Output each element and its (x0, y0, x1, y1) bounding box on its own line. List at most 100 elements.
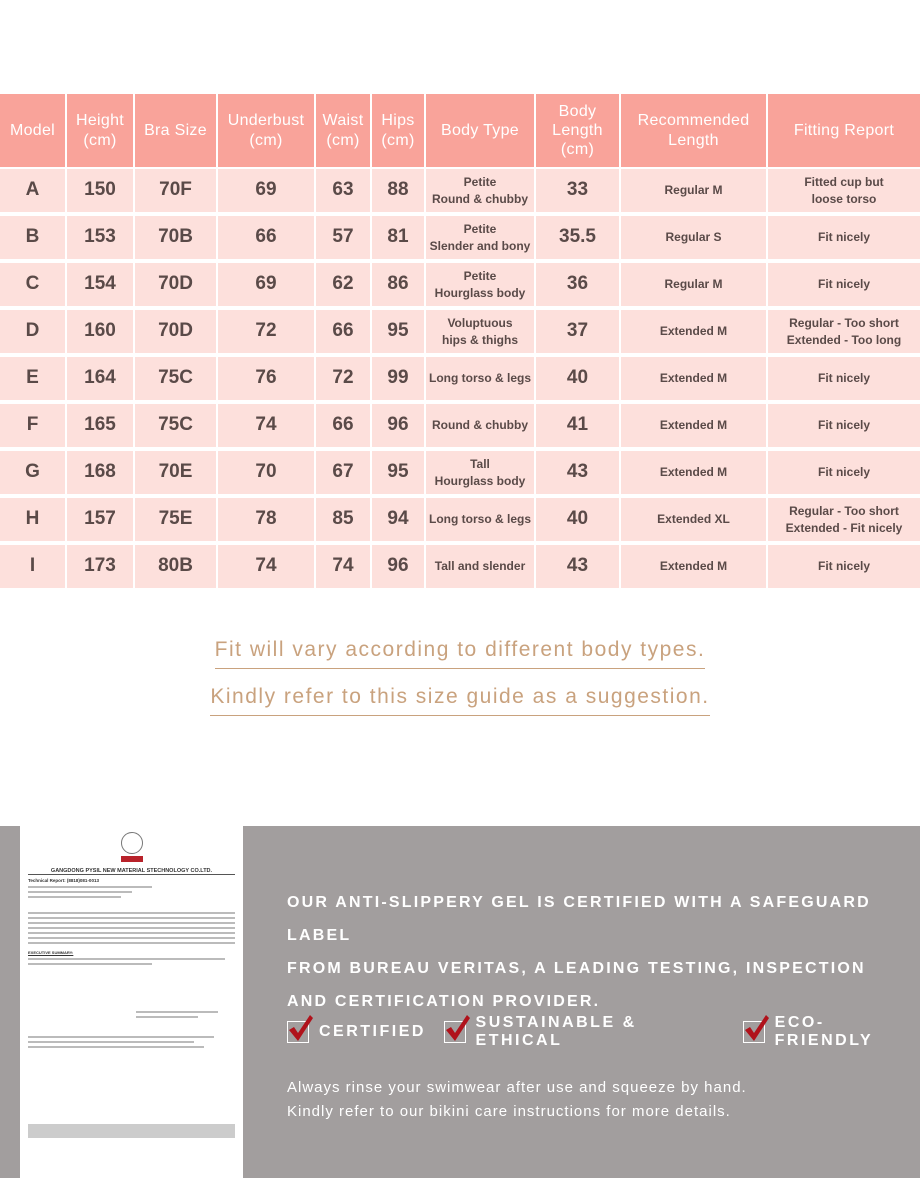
table-cell: 69 (218, 263, 314, 306)
table-cell: Fitted cup but loose torso (768, 169, 920, 212)
bureau-veritas-seal-icon (121, 832, 143, 854)
table-cell: Petite Hourglass body (426, 263, 534, 306)
table-row: A 150 70F 69 63 88 Petite Round & chubby 33 Regu… (0, 169, 920, 216)
column-header: Underbust (cm) (218, 94, 314, 167)
table-cell: 165 (67, 404, 133, 447)
table-cell: 66 (316, 310, 370, 353)
table-cell: Regular M (621, 169, 766, 212)
table-cell: 81 (372, 216, 424, 259)
table-row: C 154 70D 69 62 86 Petite Hourglass body 36 Regu… (0, 263, 920, 310)
table-cell: 66 (316, 404, 370, 447)
certificate-report: Technical Report: (8818)081-0013 (28, 878, 99, 883)
table-cell: 33 (536, 169, 619, 212)
table-cell: 43 (536, 545, 619, 588)
table-cell: 43 (536, 451, 619, 494)
table-cell: 95 (372, 451, 424, 494)
table-cell: G (0, 451, 65, 494)
column-header: Recommended Length (621, 94, 766, 167)
table-cell: Petite Slender and bony (426, 216, 534, 259)
table-cell: 40 (536, 498, 619, 541)
note-suggestion: Kindly refer to this size guide as a sug… (0, 685, 920, 716)
table-cell: 66 (218, 216, 314, 259)
table-cell: 164 (67, 357, 133, 400)
table-cell: 75C (135, 404, 216, 447)
table-cell: 154 (67, 263, 133, 306)
badge: CERTIFIED (287, 1014, 426, 1050)
table-cell: 67 (316, 451, 370, 494)
badges: CERTIFIED SUSTAINABLE & ETHICAL ECO-FRIEND… (287, 1014, 920, 1050)
cert-line: OUR ANTI-SLIPPERY GEL IS CERTIFIED WITH … (287, 894, 871, 944)
table-cell: 88 (372, 169, 424, 212)
column-header: Body Type (426, 94, 534, 167)
table-cell: Long torso & legs (426, 498, 534, 541)
table-cell: 86 (372, 263, 424, 306)
checkbox-checked-icon (443, 1015, 470, 1043)
table-row: D 160 70D 72 66 95 Voluptuous hips & thighs 37 E… (0, 310, 920, 357)
table-cell: 70F (135, 169, 216, 212)
badge: SUSTAINABLE & ETHICAL (443, 1014, 725, 1050)
table-header: Model Height (cm) Bra Size Underbust (cm) Wa… (0, 94, 920, 167)
table-cell: Regular M (621, 263, 766, 306)
table-cell: C (0, 263, 65, 306)
table-cell: E (0, 357, 65, 400)
table-cell: Regular - Too short Extended - Fit nicel… (768, 498, 920, 541)
table-cell: 74 (316, 545, 370, 588)
certificate-image: GANGDONG PYSIL NEW MATERIAL STECHNOLOGY … (20, 826, 243, 1178)
table-cell: 95 (372, 310, 424, 353)
table-cell: 153 (67, 216, 133, 259)
badge: ECO-FRIENDLY (743, 1014, 920, 1050)
table-cell: 70E (135, 451, 216, 494)
table-cell: 80B (135, 545, 216, 588)
table-cell: 35.5 (536, 216, 619, 259)
table-cell: 37 (536, 310, 619, 353)
table-row: E 164 75C 76 72 99 Long torso & legs 40 Extended… (0, 357, 920, 404)
table-cell: Extended M (621, 545, 766, 588)
table-cell: B (0, 216, 65, 259)
table-cell: 94 (372, 498, 424, 541)
table-cell: 96 (372, 545, 424, 588)
badge-label: CERTIFIED (319, 1023, 426, 1040)
table-cell: 78 (218, 498, 314, 541)
table-cell: 96 (372, 404, 424, 447)
checkbox-checked-icon (743, 1015, 770, 1043)
table-cell: Extended M (621, 451, 766, 494)
table-row: H 157 75E 78 85 94 Long torso & legs 40 Extended… (0, 498, 920, 545)
table-cell: Regular S (621, 216, 766, 259)
column-header: Fitting Report (768, 94, 920, 167)
table-cell: D (0, 310, 65, 353)
table-cell: I (0, 545, 65, 588)
column-header: Bra Size (135, 94, 216, 167)
column-header: Hips (cm) (372, 94, 424, 167)
table-cell: Fit nicely (768, 357, 920, 400)
column-header: Waist (cm) (316, 94, 370, 167)
note-text: Fit will vary according to different bod… (214, 638, 706, 669)
table-cell: 75E (135, 498, 216, 541)
table-cell: F (0, 404, 65, 447)
size-guide-table: Model Height (cm) Bra Size Underbust (cm) Wa… (0, 94, 920, 592)
table-cell: Tall Hourglass body (426, 451, 534, 494)
table-cell: 173 (67, 545, 133, 588)
table-cell: Tall and slender (426, 545, 534, 588)
table-cell: 157 (67, 498, 133, 541)
checkbox-checked-icon (287, 1015, 313, 1043)
badge-label: SUSTAINABLE & ETHICAL (475, 1014, 637, 1049)
note-fit-varies: Fit will vary according to different bod… (0, 638, 920, 669)
certification-text: OUR ANTI-SLIPPERY GEL IS CERTIFIED WITH … (287, 886, 920, 1018)
table-cell: 76 (218, 357, 314, 400)
table-cell: 74 (218, 404, 314, 447)
table-cell: 85 (316, 498, 370, 541)
table-cell: 74 (218, 545, 314, 588)
table-cell: Extended M (621, 310, 766, 353)
table-cell: 99 (372, 357, 424, 400)
note-text: Kindly refer to this size guide as a sug… (210, 685, 710, 716)
table-cell: 70B (135, 216, 216, 259)
table-cell: 70 (218, 451, 314, 494)
table-cell: 72 (218, 310, 314, 353)
table-cell: Fit nicely (768, 451, 920, 494)
table-cell: Petite Round & chubby (426, 169, 534, 212)
table-cell: Extended M (621, 357, 766, 400)
table-cell: 75C (135, 357, 216, 400)
table-cell: Fit nicely (768, 216, 920, 259)
table-cell: Fit nicely (768, 263, 920, 306)
